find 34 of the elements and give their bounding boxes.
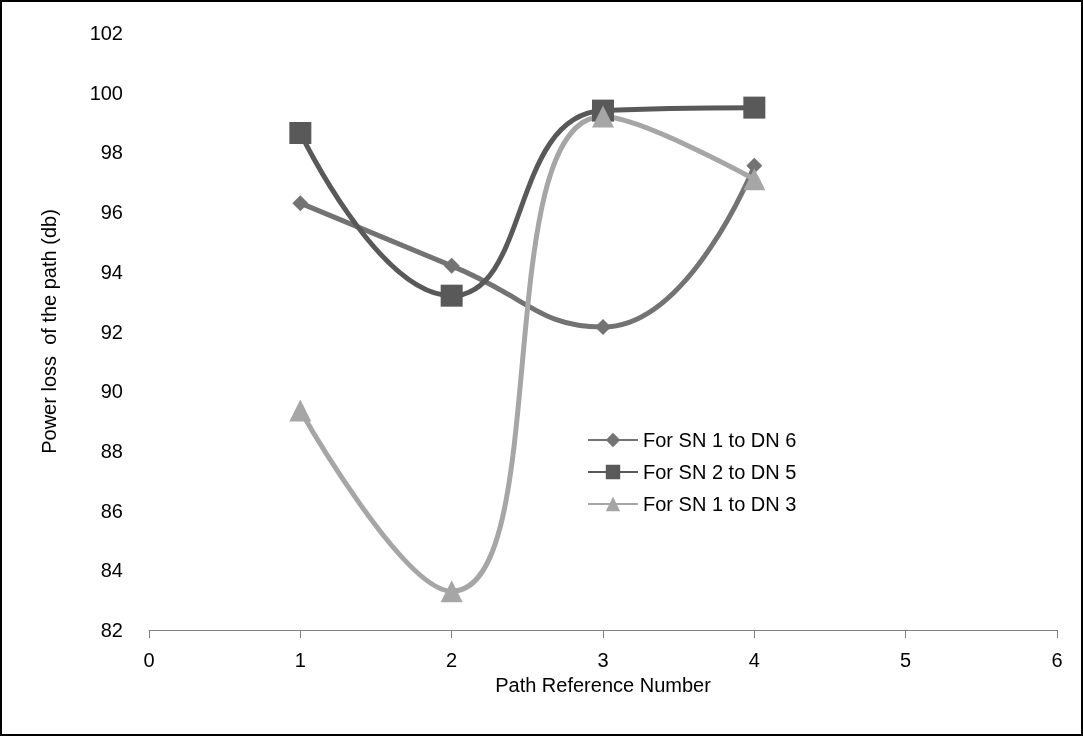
y-tick-label: 96	[100, 201, 123, 224]
point	[595, 319, 611, 336]
point	[440, 284, 463, 307]
x-tick-label: 0	[143, 649, 155, 671]
x-tick-label: 2	[446, 649, 458, 671]
x-tick-label: 5	[900, 649, 912, 671]
y-tick-label: 100	[89, 81, 123, 104]
y-tick-label: 98	[100, 141, 123, 164]
legend-label: For SN 1 to DN 3	[643, 493, 797, 515]
legend-label: For SN 1 to DN 6	[643, 429, 797, 451]
point	[292, 195, 309, 212]
x-tick-label: 3	[597, 649, 609, 671]
y-tick-label: 92	[100, 320, 123, 343]
point	[592, 105, 614, 128]
x-axis-title: Path Reference Number	[495, 673, 712, 696]
point	[289, 122, 312, 144]
y-tick-label: 84	[100, 559, 123, 582]
x-tick-label: 4	[748, 649, 760, 671]
legend-label: For SN 2 to DN 5	[643, 461, 797, 483]
point	[746, 157, 763, 174]
y-tick-label: 102	[89, 22, 123, 44]
point	[443, 257, 460, 274]
y-axis-title: Power loss of the path (db)	[38, 209, 60, 454]
y-tick-label: 94	[100, 260, 123, 283]
point	[743, 96, 766, 119]
y-tick-label: 90	[100, 380, 123, 403]
y-tick-label: 86	[100, 499, 123, 522]
x-tick-label: 6	[1051, 649, 1063, 671]
point	[289, 399, 312, 422]
point	[440, 580, 463, 603]
y-tick-label: 88	[100, 439, 123, 462]
x-tick-label: 1	[294, 649, 306, 671]
y-tick-label: 82	[100, 619, 123, 641]
point	[743, 168, 766, 191]
